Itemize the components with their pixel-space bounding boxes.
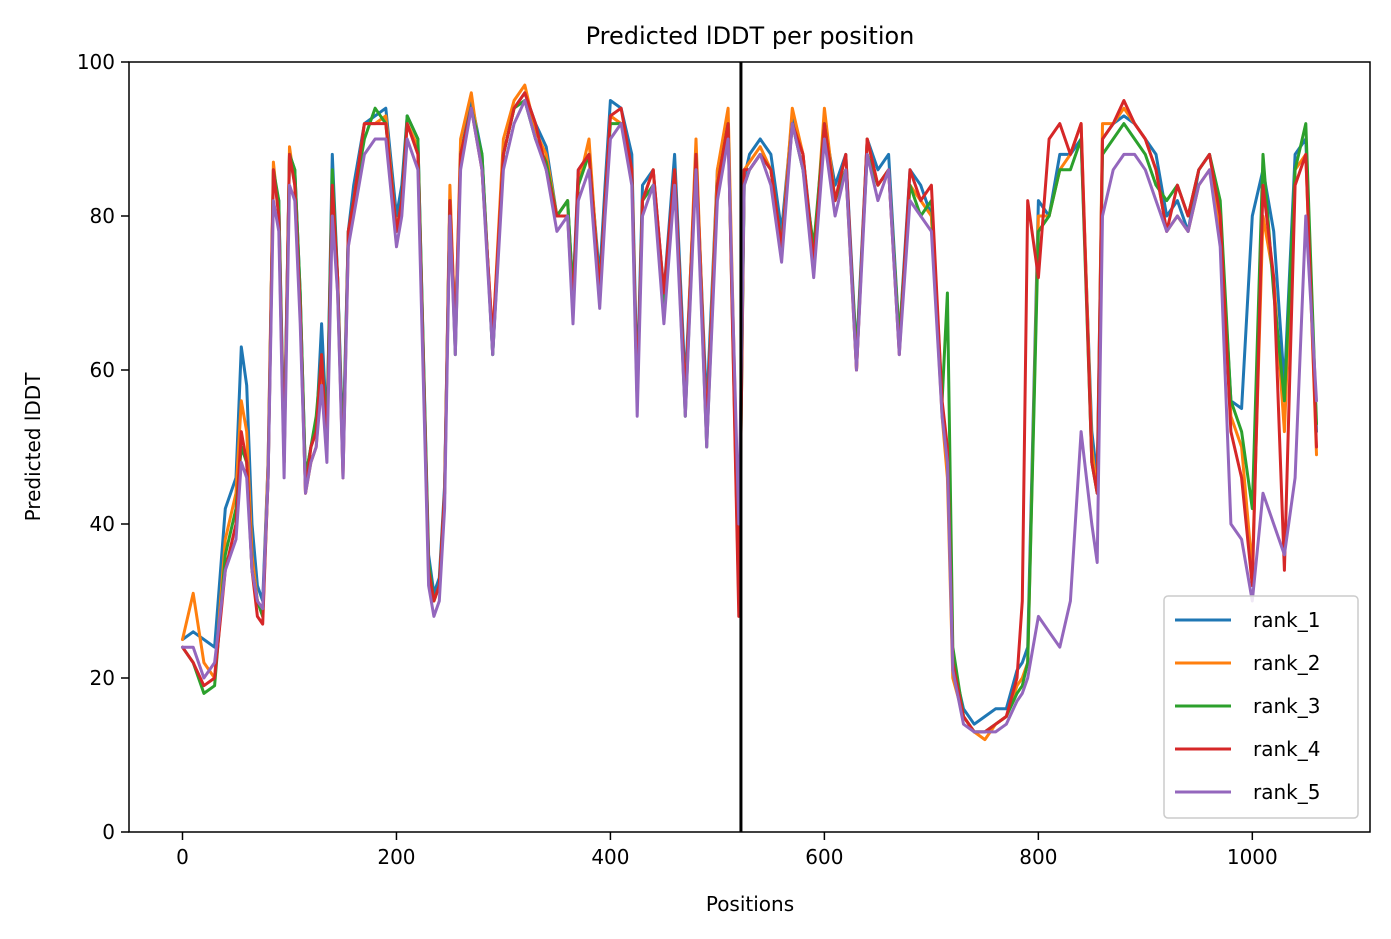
y-axis-ticks: 0 20 40 60 80 100 bbox=[77, 50, 129, 844]
series-line-rank-4 bbox=[181, 91, 1318, 734]
series-line-rank-5 bbox=[181, 99, 1318, 734]
y-axis-label: Predicted lDDT bbox=[21, 372, 45, 522]
legend-box bbox=[1163, 595, 1359, 819]
x-tick-label: 600 bbox=[805, 845, 843, 869]
legend: rank_1 rank_2 rank_3 rank_4 rank_5 bbox=[1163, 595, 1359, 819]
x-tick-label: 800 bbox=[1019, 845, 1057, 869]
legend-label-rank-5: rank_5 bbox=[1253, 780, 1320, 804]
legend-label-rank-4: rank_4 bbox=[1253, 737, 1320, 761]
plot-frame bbox=[128, 61, 1371, 833]
x-tick-label: 400 bbox=[591, 845, 629, 869]
y-tick-label: 20 bbox=[90, 666, 115, 690]
y-tick-label: 80 bbox=[90, 204, 115, 228]
legend-label-rank-3: rank_3 bbox=[1253, 694, 1320, 718]
x-tick-label: 1000 bbox=[1227, 845, 1278, 869]
x-axis-label: Positions bbox=[706, 892, 794, 916]
series-lines bbox=[181, 83, 1318, 742]
y-tick-label: 100 bbox=[77, 50, 115, 74]
legend-label-rank-2: rank_2 bbox=[1253, 651, 1320, 675]
x-tick-label: 200 bbox=[377, 845, 415, 869]
x-axis-ticks: 0 200 400 600 800 1000 bbox=[176, 832, 1278, 869]
legend-label-rank-1: rank_1 bbox=[1253, 608, 1320, 632]
y-tick-label: 0 bbox=[102, 820, 115, 844]
x-tick-label: 0 bbox=[176, 845, 189, 869]
y-tick-label: 40 bbox=[90, 512, 115, 536]
y-tick-label: 60 bbox=[90, 358, 115, 382]
chart-title: Predicted lDDT per position bbox=[586, 22, 915, 50]
